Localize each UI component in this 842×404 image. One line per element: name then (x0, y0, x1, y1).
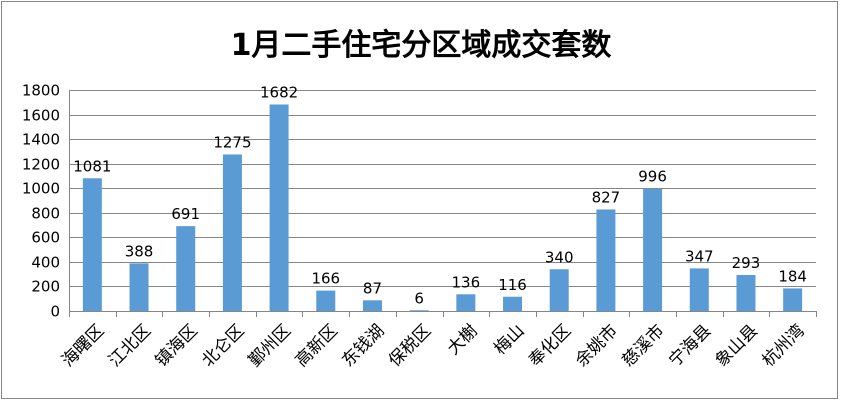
category-label: 东钱湖 (338, 321, 388, 371)
category-label: 鄞州区 (245, 321, 295, 371)
y-tick-label: 1800 (22, 82, 60, 100)
chart-frame (1, 1, 838, 399)
bar (549, 269, 569, 311)
category-label: 象山县 (712, 321, 762, 371)
data-label: 136 (452, 273, 481, 291)
category-label: 保税区 (385, 321, 435, 371)
category-label: 慈溪市 (618, 321, 668, 371)
category-label: 大榭 (444, 321, 482, 359)
bar (129, 263, 149, 311)
bar (176, 226, 196, 311)
data-label: 347 (685, 247, 714, 265)
category-label: 梅山 (490, 321, 528, 359)
category-label: 高新区 (292, 321, 342, 371)
data-label: 691 (171, 205, 200, 223)
bar (643, 188, 663, 311)
data-label: 87 (363, 279, 382, 297)
data-label: 1275 (213, 133, 251, 151)
bar (269, 104, 289, 311)
data-label: 184 (778, 267, 807, 285)
category-label: 镇海区 (152, 321, 202, 371)
y-tick-label: 200 (31, 278, 60, 296)
bar (783, 288, 803, 311)
chart-title: 1月二手住宅分区域成交套数 (230, 28, 612, 63)
bar (82, 178, 102, 311)
bar (596, 209, 616, 311)
data-label: 116 (498, 276, 527, 294)
data-label: 6 (414, 289, 424, 307)
data-label: 1682 (260, 83, 298, 101)
y-tick-label: 1000 (22, 180, 60, 198)
data-label: 827 (592, 188, 621, 206)
y-tick-label: 1600 (22, 107, 60, 125)
bar (689, 268, 709, 311)
y-tick-label: 1400 (22, 131, 60, 149)
bar (316, 290, 336, 311)
bar (456, 294, 476, 311)
data-label: 340 (545, 248, 574, 266)
category-label: 北仑区 (198, 321, 248, 371)
y-tick-label: 400 (31, 254, 60, 272)
data-label: 1081 (73, 157, 111, 175)
category-label: 宁海县 (665, 321, 715, 371)
y-tick-label: 600 (31, 229, 60, 247)
category-label: 杭州湾 (758, 321, 808, 371)
category-label: 海曙区 (58, 321, 108, 371)
data-label: 166 (311, 270, 340, 288)
bar (362, 300, 382, 311)
category-label: 江北区 (105, 321, 155, 371)
bar (222, 154, 242, 311)
data-label: 388 (125, 242, 154, 260)
bar (736, 275, 756, 311)
category-label: 余姚市 (572, 321, 622, 371)
y-tick-label: 0 (50, 303, 60, 321)
data-label: 293 (732, 254, 761, 272)
bar (503, 296, 523, 311)
y-tick-label: 1200 (22, 156, 60, 174)
category-label: 奉化区 (525, 321, 575, 371)
y-tick-label: 800 (31, 205, 60, 223)
bar (409, 310, 429, 311)
data-label: 996 (638, 168, 667, 186)
